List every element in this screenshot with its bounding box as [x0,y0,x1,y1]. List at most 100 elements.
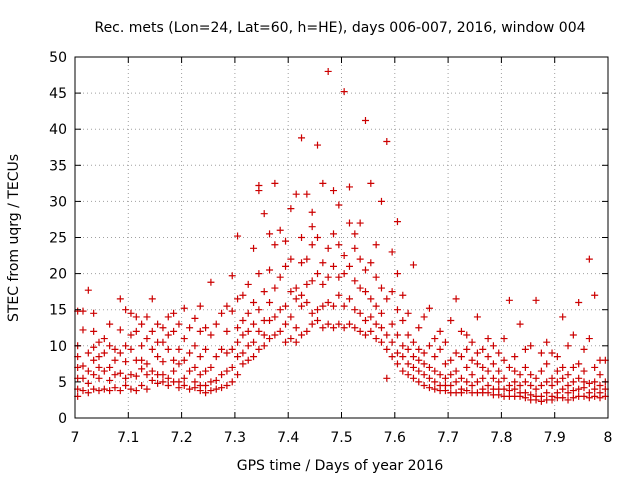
data-point [393,331,401,339]
data-point [516,320,524,328]
data-point [303,298,311,306]
data-point [377,309,385,317]
data-point [569,363,577,371]
data-point [585,335,593,343]
data-point [415,356,423,364]
data-point [596,389,604,397]
data-point [90,371,98,379]
data-point [207,331,215,339]
data-point [127,309,135,317]
data-point [447,317,455,325]
data-point [95,353,103,361]
data-point [303,280,311,288]
data-point [596,382,604,390]
data-point [569,331,577,339]
data-point [196,327,204,335]
data-point [479,363,487,371]
data-point [537,382,545,390]
data-point [415,345,423,353]
y-tick-label: 5 [58,375,67,391]
data-point [148,295,156,303]
data-point [170,356,178,364]
data-point [489,360,497,368]
data-point [527,342,535,350]
data-point [202,382,210,390]
y-tick-label: 35 [49,158,67,174]
data-point [351,244,359,252]
data-point [170,367,178,375]
y-tick-label: 20 [49,267,67,283]
data-point [564,382,572,390]
data-point [287,255,295,263]
data-point [180,356,188,364]
data-point [548,382,556,390]
data-point [196,302,204,310]
data-point [271,284,279,292]
data-point [207,387,215,395]
data-point [223,367,231,375]
data-point [356,327,364,335]
data-point [218,384,226,392]
data-point [84,349,92,357]
data-point [356,219,364,227]
data-point [367,327,375,335]
data-point [143,371,151,379]
data-point [463,378,471,386]
data-point [180,382,188,390]
data-point [234,232,242,240]
data-point [234,338,242,346]
data-point [250,298,258,306]
data-point [452,295,460,303]
data-point [335,291,343,299]
y-tick-label: 10 [49,339,67,355]
data-point [122,342,130,350]
data-point [218,371,226,379]
data-point [191,378,199,386]
x-axis-label: GPS time / Days of year 2016 [237,458,444,474]
data-point [457,374,465,382]
data-point [175,378,183,386]
data-point [314,270,322,278]
data-point [308,309,316,317]
data-point [564,389,572,397]
data-point [420,360,428,368]
data-point [473,378,481,386]
data-point [399,291,407,299]
data-point [132,387,140,395]
data-point [569,387,577,395]
data-point [473,360,481,368]
data-point [298,302,306,310]
data-point [234,371,242,379]
data-point [351,306,359,314]
data-point [191,342,199,350]
data-point [244,356,252,364]
data-point [404,331,412,339]
data-point [585,255,593,263]
data-point [298,291,306,299]
data-point [138,356,146,364]
data-point [79,362,87,370]
data-point [340,270,348,278]
data-point [521,345,529,353]
data-point [228,272,236,280]
data-point [420,382,428,390]
data-point [340,252,348,260]
data-point [425,384,433,392]
data-point [521,363,529,371]
data-point [441,360,449,368]
y-tick-label: 30 [49,194,67,210]
data-point [223,302,231,310]
data-point [143,335,151,343]
x-tick-label: 7.6 [384,430,406,446]
data-point [436,371,444,379]
y-tick-label: 25 [49,231,67,247]
data-point [100,349,108,357]
y-axis-label: STEC from uqrg / TECUs [6,154,22,322]
data-point [393,218,401,226]
data-point [543,360,551,368]
data-point [191,314,199,322]
data-point [409,353,417,361]
data-point [463,363,471,371]
data-point [463,387,471,395]
data-point [186,385,194,393]
